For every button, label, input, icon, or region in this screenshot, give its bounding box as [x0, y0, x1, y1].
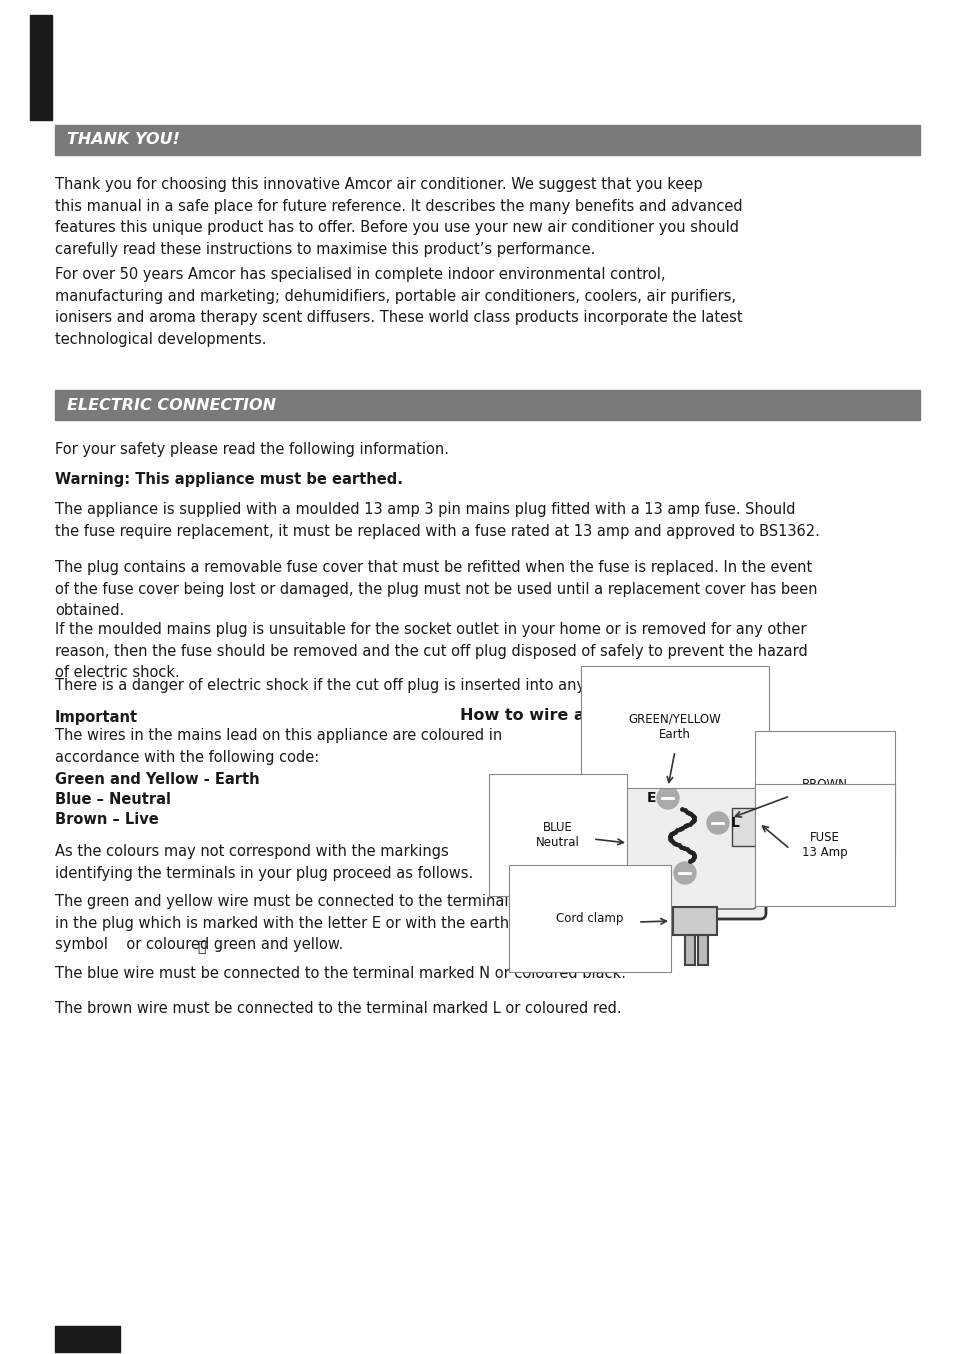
Text: ⏚: ⏚: [196, 940, 205, 955]
Text: For over 50 years Amcor has specialised in complete indoor environmental control: For over 50 years Amcor has specialised …: [55, 267, 741, 347]
Text: How to wire a 13 amp plug.: How to wire a 13 amp plug.: [459, 708, 708, 723]
Text: ELECTRIC CONNECTION: ELECTRIC CONNECTION: [67, 398, 275, 413]
Circle shape: [706, 812, 728, 834]
Text: Thank you for choosing this innovative Amcor air conditioner. We suggest that yo: Thank you for choosing this innovative A…: [55, 177, 741, 257]
Bar: [55, 125, 919, 154]
Bar: [55, 1326, 120, 1353]
Text: THANK YOU!: THANK YOU!: [67, 133, 180, 148]
Bar: [684, 936, 695, 965]
Text: Brown – Live: Brown – Live: [55, 812, 158, 827]
Text: N: N: [659, 867, 671, 880]
Circle shape: [673, 862, 696, 884]
Text: BROWN
Live: BROWN Live: [801, 779, 847, 806]
Text: Cord clamp: Cord clamp: [556, 913, 623, 925]
Bar: [672, 907, 717, 936]
Bar: [55, 390, 919, 420]
Text: The green and yellow wire must be connected to the terminal
in the plug which is: The green and yellow wire must be connec…: [55, 894, 509, 952]
Text: E: E: [646, 791, 656, 806]
Text: Important: Important: [55, 709, 138, 724]
Text: The brown wire must be connected to the terminal marked L or coloured red.: The brown wire must be connected to the …: [55, 1001, 621, 1016]
Text: The plug contains a removable fuse cover that must be refitted when the fuse is : The plug contains a removable fuse cover…: [55, 561, 817, 619]
Text: There is a danger of electric shock if the cut off plug is inserted into any 13 : There is a danger of electric shock if t…: [55, 678, 749, 693]
Text: For your safety please read the following information.: For your safety please read the followin…: [55, 441, 449, 458]
FancyBboxPatch shape: [614, 757, 765, 919]
Bar: [731, 808, 757, 846]
Text: L: L: [730, 816, 740, 830]
Bar: [30, 15, 52, 121]
Text: 2: 2: [82, 1331, 92, 1346]
Text: The wires in the mains lead on this appliance are coloured in
accordance with th: The wires in the mains lead on this appl…: [55, 728, 501, 765]
Text: GREEN/YELLOW
Earth: GREEN/YELLOW Earth: [628, 714, 720, 741]
Circle shape: [657, 787, 679, 808]
Text: The appliance is supplied with a moulded 13 amp 3 pin mains plug fitted with a 1: The appliance is supplied with a moulded…: [55, 502, 819, 539]
Text: The blue wire must be connected to the terminal marked N or coloured black.: The blue wire must be connected to the t…: [55, 965, 625, 982]
Text: BLUE
Neutral: BLUE Neutral: [536, 821, 579, 849]
Bar: [698, 936, 707, 965]
Text: Blue – Neutral: Blue – Neutral: [55, 792, 171, 807]
Text: FUSE
13 Amp: FUSE 13 Amp: [801, 831, 847, 858]
Text: If the moulded mains plug is unsuitable for the socket outlet in your home or is: If the moulded mains plug is unsuitable …: [55, 621, 807, 680]
Text: As the colours may not correspond with the markings
identifying the terminals in: As the colours may not correspond with t…: [55, 844, 473, 880]
Text: Green and Yellow - Earth: Green and Yellow - Earth: [55, 772, 259, 787]
Text: Warning: This appliance must be earthed.: Warning: This appliance must be earthed.: [55, 473, 402, 487]
